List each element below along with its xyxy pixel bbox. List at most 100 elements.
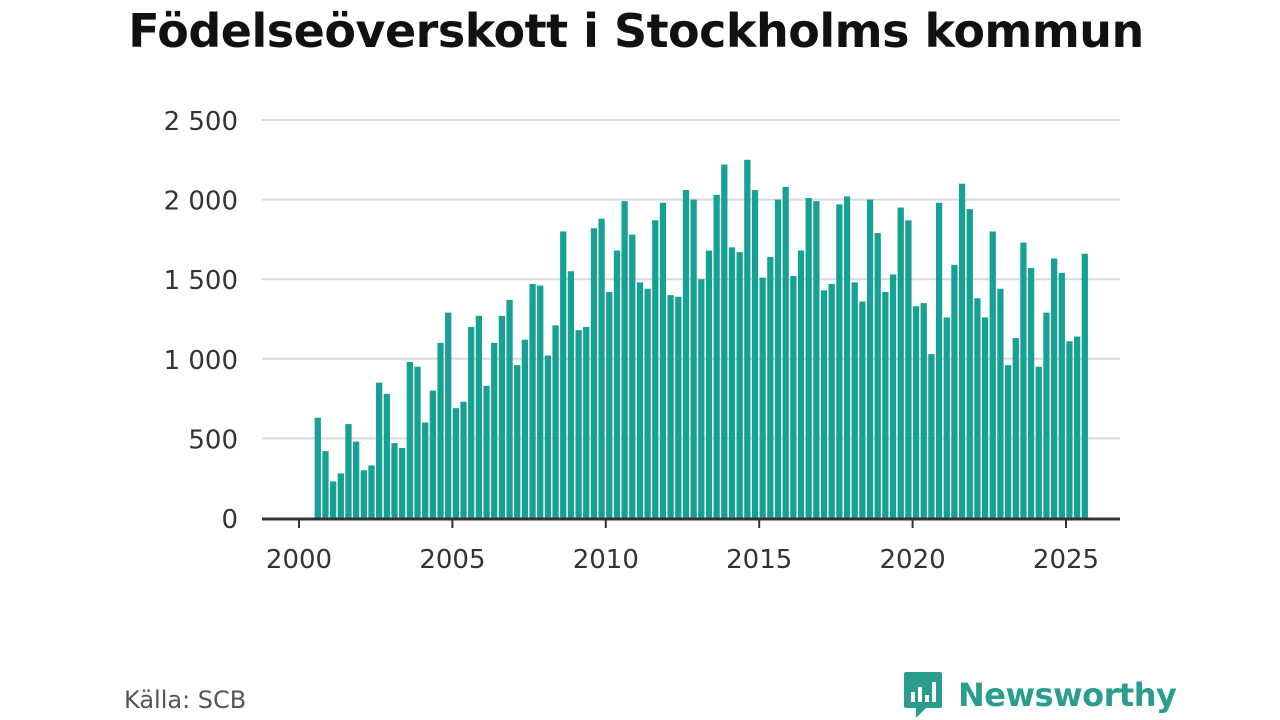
bar [705, 250, 713, 518]
bar [383, 393, 390, 518]
bar [820, 290, 828, 518]
bar [889, 274, 897, 518]
bar [782, 186, 789, 518]
x-tick-label: 2020 [880, 545, 946, 575]
bar [928, 354, 935, 518]
y-tick-label: 500 [188, 425, 238, 455]
bar [767, 256, 774, 518]
brand-logo: Newsworthy [902, 670, 1177, 720]
bar [675, 296, 682, 518]
x-axis-ticks [298, 520, 1067, 528]
bar [613, 250, 621, 518]
bar [475, 315, 483, 518]
y-tick-label: 1 500 [164, 266, 238, 296]
bar [452, 408, 459, 518]
bar [314, 417, 321, 518]
chart-title: Födelseöverskott i Stockholms kommun [128, 4, 1144, 58]
y-tick-label: 1 000 [164, 346, 238, 376]
bar [690, 199, 697, 518]
bar [1058, 272, 1065, 518]
brand-name: Newsworthy [958, 676, 1177, 714]
bar [1043, 312, 1050, 518]
bar [491, 342, 498, 518]
bar [951, 264, 958, 518]
bar [866, 199, 874, 518]
bar [774, 199, 782, 518]
bar [966, 209, 973, 519]
bar [874, 233, 881, 519]
bar [652, 220, 659, 518]
bar [1074, 336, 1081, 518]
bars [314, 159, 1088, 519]
bar [744, 159, 751, 519]
bar [1012, 338, 1019, 518]
bar [713, 194, 720, 518]
x-axis-labels: 2000 2005 2010 2015 2020 2025 [266, 545, 1099, 575]
bar [943, 317, 950, 518]
bar [989, 231, 996, 518]
bar [851, 282, 858, 518]
bar [905, 220, 912, 518]
bar [330, 481, 337, 518]
bar [751, 190, 759, 518]
bar [836, 204, 843, 518]
bar [667, 295, 674, 518]
bar [468, 326, 475, 518]
bar [1050, 258, 1058, 518]
bar [698, 279, 705, 518]
x-tick-label: 2005 [419, 545, 485, 575]
bar [1066, 341, 1073, 518]
bar [437, 342, 444, 518]
bar [391, 443, 398, 518]
bar [828, 283, 835, 518]
bar [583, 326, 590, 518]
bar [544, 355, 552, 518]
bar [537, 285, 544, 518]
bar [682, 190, 690, 518]
bar [897, 207, 904, 518]
bar [912, 306, 920, 518]
bar [636, 282, 644, 518]
bar [997, 288, 1004, 518]
bar [429, 390, 436, 518]
newsworthy-logo-icon [904, 672, 942, 718]
bar [360, 470, 367, 518]
bar [644, 288, 651, 518]
bar [422, 422, 429, 518]
bar [606, 291, 613, 518]
bar [567, 271, 575, 518]
bar [590, 228, 598, 519]
bar [399, 447, 406, 518]
bar [322, 451, 329, 518]
bar [414, 366, 421, 518]
bar [345, 424, 352, 518]
bar [920, 303, 927, 518]
bar [721, 164, 728, 519]
bar [376, 382, 383, 518]
bar [759, 277, 766, 518]
bar [598, 218, 605, 519]
y-tick-label: 2 000 [164, 187, 238, 217]
bar [1035, 366, 1042, 518]
bar [629, 234, 636, 518]
bar [529, 283, 536, 518]
bar [483, 385, 490, 518]
bar [552, 325, 559, 518]
bar [790, 276, 797, 518]
bar [575, 330, 582, 518]
bar [406, 361, 413, 518]
bar [521, 339, 529, 518]
bar [514, 365, 521, 518]
x-tick-label: 2000 [266, 545, 332, 575]
bar [460, 401, 467, 518]
bar [368, 465, 375, 518]
bar [797, 250, 805, 518]
bar [859, 301, 866, 518]
bar [560, 231, 567, 518]
bar [805, 198, 812, 518]
bar [353, 441, 360, 518]
y-tick-label: 0 [221, 505, 238, 535]
bar [728, 247, 736, 519]
bar [974, 298, 981, 518]
